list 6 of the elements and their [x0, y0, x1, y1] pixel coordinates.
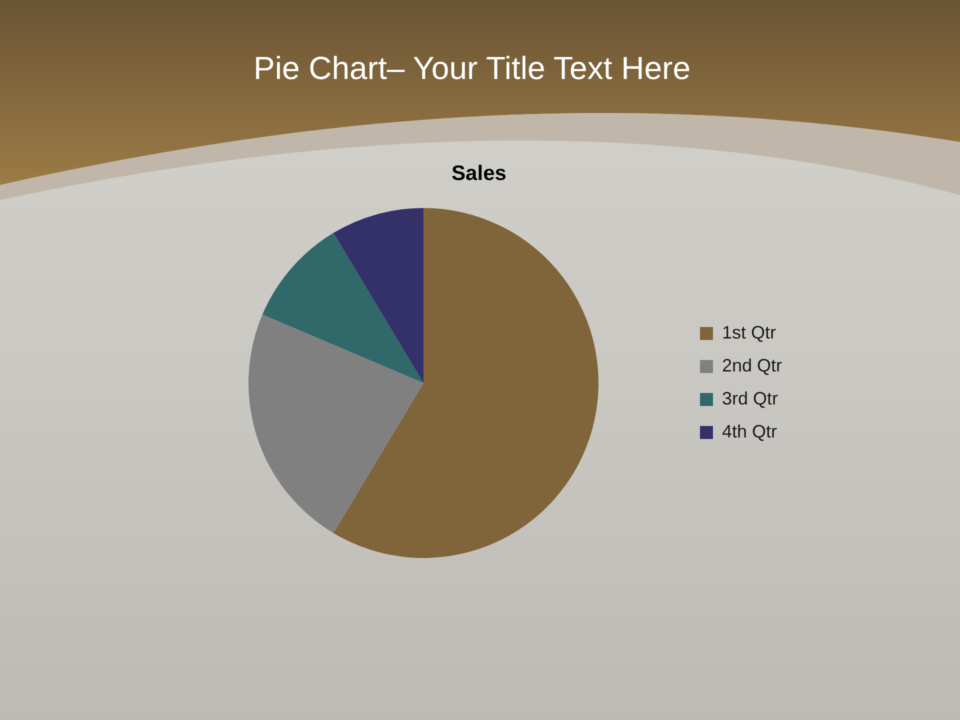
legend-label: 4th Qtr — [722, 421, 777, 442]
legend-label: 3rd Qtr — [722, 388, 778, 408]
legend-label: 1st Qtr — [722, 322, 776, 342]
chart-subtitle: Sales — [450, 161, 508, 187]
legend-label: 2nd Qtr — [722, 355, 782, 376]
chart-title: Pie Chart– Your Title Text Here — [252, 49, 692, 88]
